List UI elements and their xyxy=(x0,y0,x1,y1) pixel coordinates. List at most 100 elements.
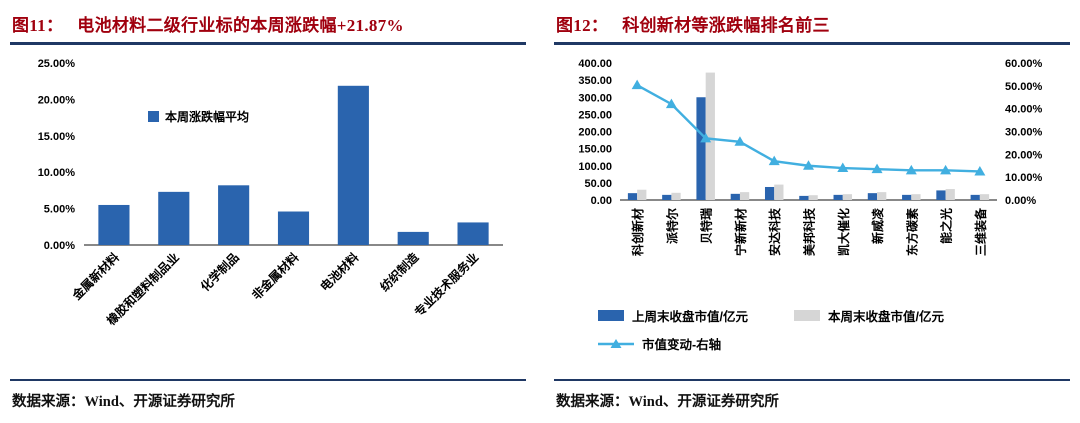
line-marker-triangle-icon xyxy=(734,136,746,146)
bar-series-weekly-change xyxy=(337,85,369,245)
line-marker-triangle-icon xyxy=(631,79,643,90)
bar-prev-week-cap xyxy=(867,193,878,200)
legend-swatch-prev-cap-icon xyxy=(598,310,624,321)
figure-12-title: 图12： 科创新材等涨跌幅排名前三 xyxy=(554,8,1070,42)
bar-prev-week-cap xyxy=(936,190,946,200)
line-marker-triangle-icon xyxy=(665,98,677,109)
bar-series-weekly-change xyxy=(98,204,130,245)
legend-label-cap-change: 市值变动-右轴 xyxy=(642,338,722,352)
legend-swatch-icon xyxy=(148,111,159,122)
left-axis-tick-label: 150.00 xyxy=(578,144,612,156)
category-label: 电池材料 xyxy=(317,250,362,295)
figure-12-panel: 图12： 科创新材等涨跌幅排名前三 0.00 50.00 100.00 150.00 20… xyxy=(554,8,1070,411)
left-axis-tick-label: 100.00 xyxy=(578,161,612,173)
bar-prev-week-cap xyxy=(662,194,672,200)
legend-label: 本周涨跌幅平均 xyxy=(165,109,249,124)
category-label: 专业技术服务业 xyxy=(411,250,481,320)
line-marker-triangle-icon xyxy=(837,162,849,173)
line-marker-triangle-icon xyxy=(871,163,883,174)
right-axis-tick-label: 60.00% xyxy=(1005,58,1043,70)
bar-prev-week-cap xyxy=(799,195,809,200)
y-axis-tick-label: 0.00% xyxy=(44,240,75,252)
legend-item-curr-cap: 本周末收盘市值/亿元 xyxy=(793,306,944,325)
figure-12-number: 图12： xyxy=(556,16,609,35)
category-label: 美邦科技 xyxy=(802,207,817,256)
legend-row-bars: 上周末收盘市值/亿元 本周末收盘市值/亿元 xyxy=(598,306,1070,325)
category-label: 东方碳素 xyxy=(904,208,919,256)
figure-12-source-text: 数据来源：Wind、开源证券研究所 xyxy=(556,394,779,410)
bar-prev-week-cap xyxy=(833,194,843,200)
left-axis-tick-label: 400.00 xyxy=(578,58,612,70)
bar-prev-week-cap xyxy=(627,193,638,200)
bar-this-week-cap xyxy=(945,189,955,200)
figure-12-caption: 科创新材等涨跌幅排名前三 xyxy=(622,16,830,35)
category-label: 凯大催化 xyxy=(836,208,851,256)
legend-label-curr-cap: 本周末收盘市值/亿元 xyxy=(827,310,944,324)
bar-series-weekly-change xyxy=(277,211,310,245)
figure-11-source-block: 数据来源：Wind、开源证券研究所 xyxy=(10,379,526,411)
figure-12-source-block: 数据来源：Wind、开源证券研究所 xyxy=(554,379,1070,411)
left-axis-tick-label: 50.00 xyxy=(584,178,612,190)
bar-this-week-cap xyxy=(808,195,818,200)
legend-item-prev-cap: 上周末收盘市值/亿元 xyxy=(598,306,748,325)
y-axis-tick-label: 15.00% xyxy=(38,131,76,143)
y-axis-tick-label: 20.00% xyxy=(38,94,76,106)
line-marker-triangle-icon xyxy=(803,160,814,170)
y-axis-tick-label: 10.00% xyxy=(38,167,76,179)
line-cap-change xyxy=(636,84,980,173)
figure-11-bar-chart: 0.00% 5.00% 10.00% 15.00% 20.00% 25.00% 金属新材料橡… xyxy=(10,49,526,356)
figure-11-title-rule xyxy=(10,42,526,45)
bar-prev-week-cap xyxy=(764,186,775,200)
figure-12-source-rule xyxy=(554,379,1070,381)
category-label: 三维装备 xyxy=(973,207,988,256)
right-axis-tick-label: 30.00% xyxy=(1005,127,1043,139)
figure-11-title: 图11： 电池材料二级行业标的本周涨跌幅+21.87% xyxy=(10,8,526,42)
bar-series-weekly-change xyxy=(457,222,489,245)
line-marker-triangle-icon xyxy=(940,164,952,175)
bar-prev-week-cap xyxy=(902,194,912,200)
left-axis-tick-label: 350.00 xyxy=(578,75,612,87)
bar-this-week-cap xyxy=(739,192,750,200)
line-marker-triangle-icon xyxy=(700,132,712,143)
figure-11-chart-svg: 0.00%5.00%10.00%15.00%20.00%25.00%金属新材料橡… xyxy=(38,58,503,328)
category-label: 纺织制造 xyxy=(377,249,422,294)
figure-11-caption: 电池材料二级行业标的本周涨跌幅+21.87% xyxy=(77,16,404,35)
y-axis-tick-label: 5.00% xyxy=(44,204,75,216)
line-marker-triangle-icon xyxy=(905,164,917,175)
category-label: 金属新材料 xyxy=(68,250,122,304)
category-label: 安达科技 xyxy=(767,207,782,256)
left-axis-tick-label: 250.00 xyxy=(578,109,612,121)
right-axis-tick-label: 0.00% xyxy=(1005,195,1036,207)
bar-prev-week-cap xyxy=(970,194,980,200)
bar-this-week-cap xyxy=(842,194,853,200)
category-label: 宁新新材 xyxy=(733,208,748,256)
bar-prev-week-cap xyxy=(730,193,740,200)
right-axis-tick-label: 10.00% xyxy=(1005,172,1043,184)
legend-line-marker-icon xyxy=(598,338,634,350)
figure-12-title-rule xyxy=(554,42,1070,45)
legend-label-prev-cap: 上周末收盘市值/亿元 xyxy=(632,310,748,324)
bar-series-weekly-change xyxy=(158,191,190,245)
right-axis-tick-label: 40.00% xyxy=(1005,104,1043,116)
category-label: 化学制品 xyxy=(197,250,242,295)
left-axis-tick-label: 300.00 xyxy=(578,92,612,104)
bar-this-week-cap xyxy=(705,72,715,200)
figure-12-chart-svg: 0.00 50.00 100.00 150.00 200.00 250.00 300.00 3… xyxy=(578,58,1043,256)
category-label: 能之光 xyxy=(939,208,954,244)
figure-11-source-rule xyxy=(10,379,526,381)
legend-item-cap-change: 市值变动-右轴 xyxy=(598,334,721,353)
figure-11-number: 图11： xyxy=(12,16,64,35)
right-axis-tick-label: 50.00% xyxy=(1005,81,1043,93)
category-label: 派特尔 xyxy=(664,208,679,244)
left-axis-tick-label: 0.00 xyxy=(591,195,612,207)
bar-this-week-cap xyxy=(979,194,990,200)
bar-series-weekly-change xyxy=(218,185,250,245)
right-axis-tick-label: 20.00% xyxy=(1005,149,1043,161)
y-axis-tick-label: 25.00% xyxy=(38,58,76,70)
left-axis-tick-label: 200.00 xyxy=(578,127,612,139)
figure-11-panel: 图11： 电池材料二级行业标的本周涨跌幅+21.87% 0.00% 5.00% 10.… xyxy=(10,8,526,411)
bar-this-week-cap xyxy=(774,184,784,200)
figure-11-source-text: 数据来源：Wind、开源证券研究所 xyxy=(12,394,235,410)
figure-12-combo-chart: 0.00 50.00 100.00 150.00 200.00 250.00 300.00 3… xyxy=(554,49,1070,300)
